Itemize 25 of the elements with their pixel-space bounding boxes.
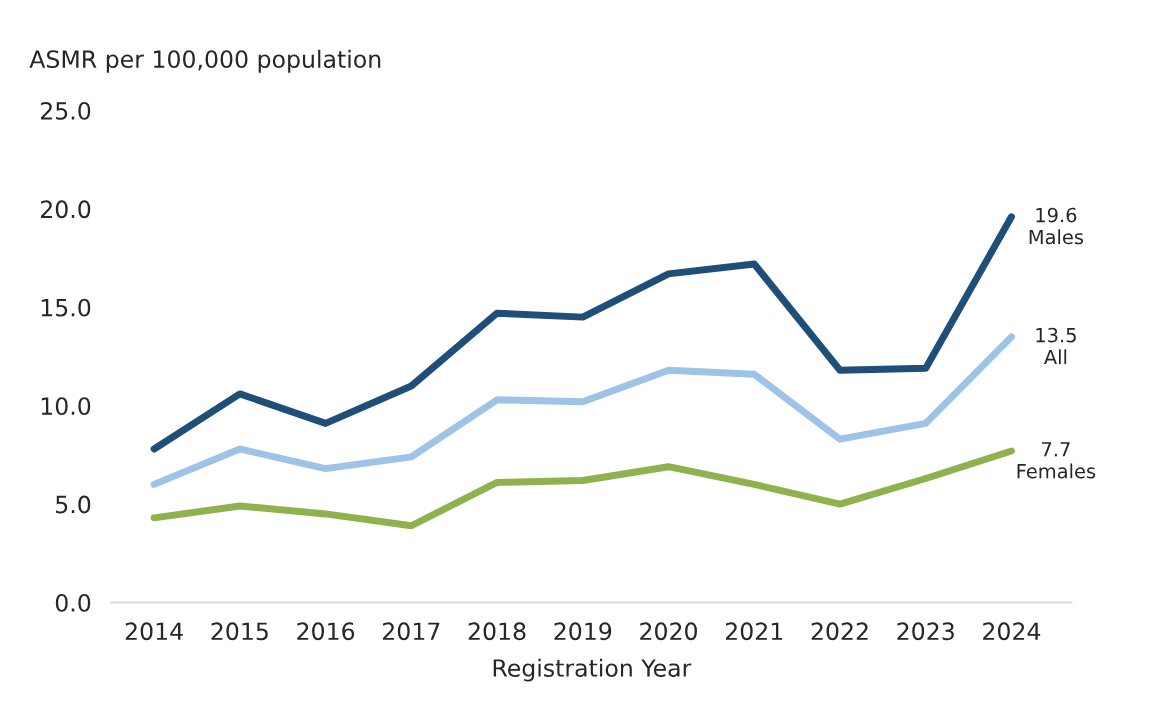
data-label: 13.5 bbox=[1036, 327, 1076, 343]
y-tick-label: 10.0 bbox=[41, 397, 91, 415]
x-tick-label: 2016 bbox=[297, 622, 355, 641]
x-axis-title: Registration Year bbox=[493, 658, 692, 682]
x-tick-label: 2017 bbox=[383, 622, 440, 641]
y-tick-label: 0.0 bbox=[55, 593, 91, 612]
y-tick-label: 25.0 bbox=[40, 101, 91, 120]
x-tick-label: 2022 bbox=[811, 622, 868, 641]
x-tick-label: 2021 bbox=[725, 622, 783, 641]
x-tick-label: 2020 bbox=[640, 622, 697, 641]
series-label: Males bbox=[1029, 229, 1084, 245]
y-tick-label: 20.0 bbox=[40, 200, 91, 219]
y-tick-label: 5.0 bbox=[56, 495, 91, 514]
series-label: Females bbox=[1017, 463, 1096, 479]
x-tick-label: 2015 bbox=[211, 622, 268, 641]
x-tick-label: 2018 bbox=[468, 622, 526, 641]
x-tick-label: 2024 bbox=[983, 622, 1041, 641]
data-label: 19.6 bbox=[1036, 207, 1077, 223]
data-label: 7.7 bbox=[1042, 442, 1070, 457]
x-tick-label: 2023 bbox=[897, 622, 954, 641]
series-label: All bbox=[1044, 349, 1067, 365]
x-tick-label: 2014 bbox=[125, 622, 183, 641]
y-tick-label: 15.0 bbox=[41, 298, 91, 317]
x-tick-label: 2019 bbox=[554, 622, 612, 641]
y-axis-title: ASMR per 100,000 population bbox=[29, 49, 381, 73]
